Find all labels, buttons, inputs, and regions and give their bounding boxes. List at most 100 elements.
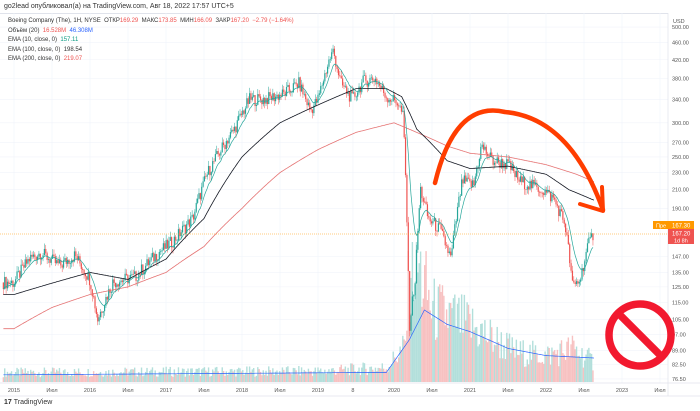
candle xyxy=(207,165,210,175)
price-tick: 97.00 xyxy=(672,332,686,338)
candle xyxy=(242,110,244,115)
volume-bar xyxy=(184,376,187,382)
time-axis[interactable]: 2015 Июл 2016 Июл 2017 Июл 2018 Июл 2019 8 2020 Июл… xyxy=(8,388,666,394)
candle xyxy=(206,174,208,177)
candle xyxy=(344,86,346,87)
candle xyxy=(228,137,230,144)
candle xyxy=(303,94,305,95)
volume-bar xyxy=(484,320,486,382)
tradingview-brand[interactable]: TradingView xyxy=(13,399,53,406)
volume-bar xyxy=(387,372,389,382)
symbol-name[interactable]: Boeing Company (The), 1Н, NYSE xyxy=(8,18,101,24)
volume-bar xyxy=(188,375,191,382)
candle xyxy=(584,261,586,272)
volume-bar xyxy=(239,368,241,382)
axis-panel[interactable]: USD xyxy=(0,13,700,397)
volume-bar xyxy=(348,375,351,382)
low-label: МИН xyxy=(180,18,194,24)
volume-bar xyxy=(523,366,526,382)
candle xyxy=(440,224,442,229)
volume-bar xyxy=(281,367,284,382)
drawn-arc-arrow[interactable] xyxy=(432,108,606,213)
volume-bar xyxy=(389,367,392,382)
candle xyxy=(184,224,186,234)
candle xyxy=(171,237,173,248)
volume-bar xyxy=(103,375,106,382)
candle xyxy=(369,78,371,84)
candle xyxy=(224,144,226,150)
volume-bar xyxy=(311,375,314,382)
candle xyxy=(347,91,349,94)
premarket-badge: Пре 167.30 xyxy=(653,221,694,230)
ema200-row[interactable]: EMA (200, close, 0) 219.07 xyxy=(8,55,294,65)
candle xyxy=(459,195,461,197)
high-label: МАКС xyxy=(141,18,159,24)
candle xyxy=(495,162,497,164)
volume-bar xyxy=(280,372,282,382)
candle xyxy=(218,154,221,156)
candle xyxy=(461,179,463,196)
candle xyxy=(380,85,382,89)
volume-bar xyxy=(385,369,388,382)
candle xyxy=(480,146,482,159)
volume-bar xyxy=(129,369,132,382)
candle xyxy=(80,263,82,269)
volume-bar xyxy=(291,374,293,382)
candle xyxy=(473,180,475,185)
candle xyxy=(476,168,478,177)
volume-bar xyxy=(432,300,434,382)
volume-bar xyxy=(169,366,171,382)
volume-bar xyxy=(84,375,87,382)
candle xyxy=(555,199,557,205)
candle xyxy=(322,81,325,86)
candle xyxy=(140,264,143,275)
candle xyxy=(231,129,233,133)
volume-bar xyxy=(88,376,91,382)
volume-bar xyxy=(218,374,221,382)
candle xyxy=(335,55,337,67)
candle xyxy=(67,259,69,264)
time-tick: 2021 xyxy=(464,388,476,394)
volume-bar xyxy=(198,367,200,382)
volume-bar xyxy=(474,327,477,382)
volume-bar xyxy=(501,358,504,382)
candle xyxy=(84,273,87,277)
candle xyxy=(157,259,159,261)
volume-bar xyxy=(300,367,303,382)
volume-bar xyxy=(99,371,102,382)
candle xyxy=(381,85,383,89)
candle xyxy=(543,193,545,196)
candle xyxy=(373,80,375,82)
volume-bar xyxy=(533,349,535,382)
volume-bar xyxy=(398,357,400,382)
candle xyxy=(78,256,80,261)
volume-bar xyxy=(429,310,431,382)
volume-bar xyxy=(569,356,571,382)
candle xyxy=(87,272,89,280)
candle xyxy=(302,84,304,95)
volume-bar xyxy=(481,323,483,382)
tradingview-logo-icon[interactable]: 17 xyxy=(4,399,12,406)
price-axis[interactable] xyxy=(668,13,700,383)
candle xyxy=(491,152,493,157)
price-tick: 500.00 xyxy=(672,25,689,31)
candle xyxy=(522,176,524,183)
volume-bar xyxy=(224,375,226,382)
volume-bar xyxy=(255,375,258,382)
ema100-row[interactable]: EMA (100, close, 0) 198.54 xyxy=(8,46,294,56)
candle xyxy=(377,83,379,85)
candle xyxy=(217,151,219,155)
volume-bar xyxy=(578,355,580,382)
candle xyxy=(307,102,310,106)
candle xyxy=(166,240,169,249)
candle xyxy=(145,265,147,272)
price-tick: 300.00 xyxy=(672,121,689,127)
candle xyxy=(383,85,385,94)
candle xyxy=(362,75,364,83)
volume-bar xyxy=(366,375,368,382)
candle xyxy=(432,221,434,224)
volume-bar xyxy=(422,298,425,382)
volume-row[interactable]: Объём (20) 16.528M 46.308M xyxy=(8,27,294,37)
ema10-row[interactable]: EMA (10, close, 0) 157.11 xyxy=(8,36,294,46)
